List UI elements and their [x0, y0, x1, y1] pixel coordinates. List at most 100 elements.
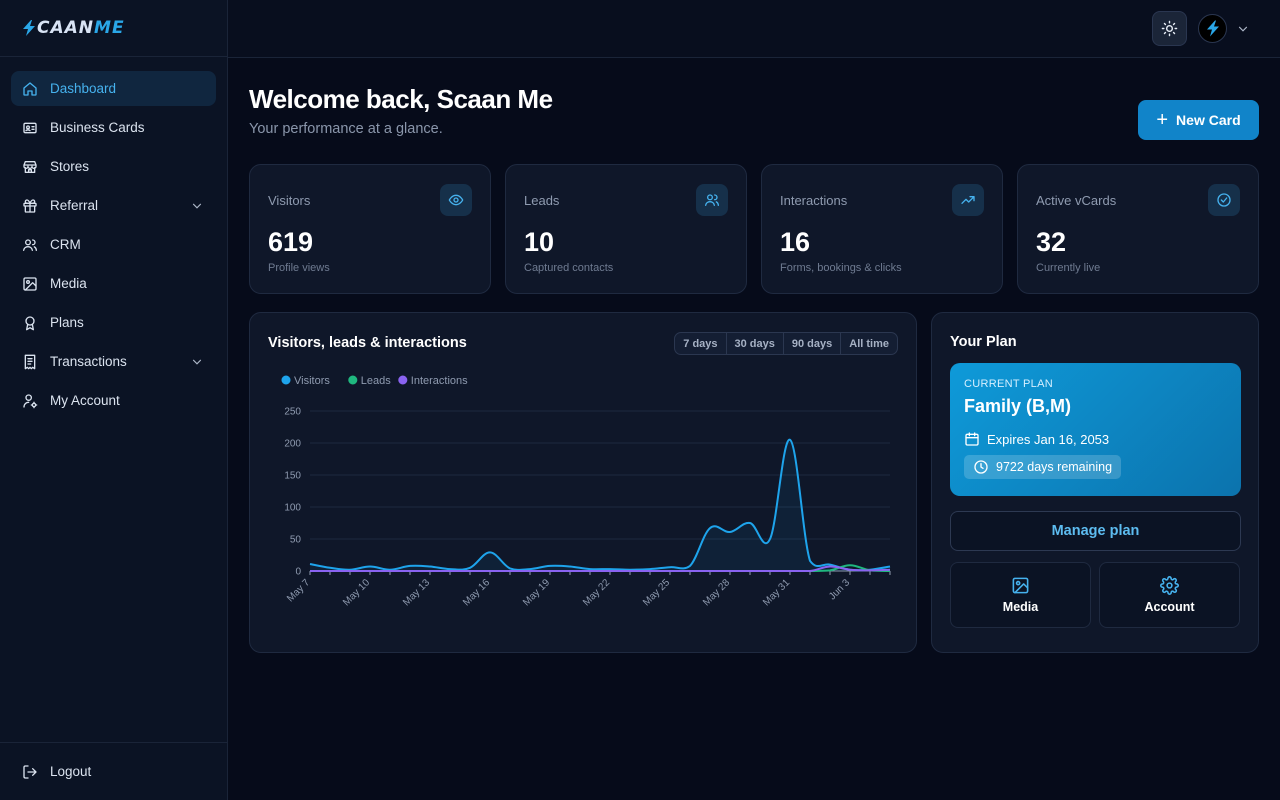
- x-tick-label: May 10: [341, 577, 372, 608]
- page-subtitle: Your performance at a glance.: [249, 121, 443, 137]
- user-cog-icon: [22, 393, 38, 409]
- sidebar-item-my-account[interactable]: My Account: [11, 383, 216, 418]
- line-chart: Visitors Leads Interactions 0 50 100 150 200 250…: [281, 375, 891, 608]
- users-icon: [696, 184, 728, 216]
- stat-value: 16: [780, 227, 811, 257]
- sidebar-item-dashboard[interactable]: Dashboard: [11, 71, 216, 106]
- sidebar-item-label: Transactions: [50, 354, 127, 369]
- days-remaining-text: 9722 days remaining: [996, 460, 1113, 474]
- logout-label: Logout: [50, 764, 92, 779]
- stat-card-leads: Leads 10 Captured contacts: [505, 164, 747, 294]
- plan-heading: Your Plan: [950, 334, 1017, 350]
- chevron-down-icon[interactable]: [190, 199, 204, 213]
- sidebar-item-plans[interactable]: Plans: [11, 305, 216, 340]
- store-icon: [22, 159, 38, 175]
- gift-icon: [22, 198, 38, 214]
- plus-icon: +: [1156, 109, 1169, 131]
- plan-card: Your Plan CURRENT PLAN Family (B,M) Expi…: [931, 312, 1259, 653]
- top-bar: [228, 0, 1280, 58]
- plan-name: Family (B,M): [964, 396, 1072, 416]
- y-tick-label: 50: [290, 535, 302, 546]
- stat-desc: Forms, bookings & clicks: [780, 262, 902, 274]
- users-icon: [22, 237, 38, 253]
- stat-desc: Captured contacts: [524, 262, 614, 274]
- y-tick-label: 150: [284, 471, 301, 482]
- award-icon: [22, 315, 38, 331]
- chart-title: Visitors, leads & interactions: [268, 335, 467, 351]
- sidebar-item-label: Dashboard: [50, 81, 117, 96]
- series-area-visitors: [310, 439, 890, 571]
- x-tick-label: May 19: [521, 577, 552, 608]
- sidebar-item-label: My Account: [50, 393, 120, 408]
- new-card-button[interactable]: + New Card: [1138, 100, 1259, 140]
- range-90-days[interactable]: 90 days: [784, 333, 842, 354]
- stat-label: Visitors: [268, 193, 311, 208]
- x-tick-label: May 16: [461, 577, 492, 608]
- current-plan-box: CURRENT PLAN Family (B,M) Expires Jan 16…: [950, 363, 1241, 496]
- legend-label: Interactions: [411, 375, 468, 387]
- sidebar-item-transactions[interactable]: Transactions: [11, 344, 216, 379]
- stat-value: 10: [524, 227, 555, 257]
- sidebar-item-label: Referral: [50, 198, 99, 213]
- new-card-label: New Card: [1176, 112, 1241, 128]
- quick-link-label: Account: [1144, 600, 1195, 614]
- manage-plan-button[interactable]: Manage plan: [950, 511, 1241, 551]
- sidebar-item-label: Media: [50, 276, 87, 291]
- sidebar-footer: Logout: [0, 742, 227, 800]
- range-30-days[interactable]: 30 days: [727, 333, 784, 354]
- x-tick-label: May 25: [641, 577, 672, 608]
- logout-button[interactable]: Logout: [11, 754, 216, 789]
- brand-logo-text: CAANME: [37, 18, 125, 38]
- x-tick-label: May 7: [285, 577, 312, 604]
- y-tick-label: 100: [284, 503, 301, 514]
- range-selector: 7 days 30 days 90 days All time: [674, 332, 898, 355]
- days-remaining-badge: 9722 days remaining: [964, 455, 1122, 479]
- quick-link-media[interactable]: Media: [950, 562, 1091, 628]
- plan-expires-text: Expires Jan 16, 2053: [987, 431, 1110, 447]
- brand-logo[interactable]: CAANME: [0, 0, 227, 57]
- sidebar: CAANME Dashboard Business Cards Stores R…: [0, 0, 228, 800]
- stat-value: 32: [1036, 227, 1067, 257]
- stat-label: Leads: [524, 193, 560, 208]
- series-line-interactions: [309, 565, 891, 572]
- series-line-visitors: [309, 438, 891, 572]
- stat-desc: Profile views: [268, 262, 330, 274]
- sidebar-item-label: Business Cards: [50, 120, 145, 135]
- calendar-icon: [965, 432, 979, 446]
- y-tick-label: 250: [284, 407, 301, 418]
- x-tick-label: May 28: [701, 577, 732, 608]
- theme-toggle-button[interactable]: [1152, 11, 1187, 46]
- legend-marker: [281, 375, 291, 385]
- x-tick-label: Jun 3: [827, 577, 852, 602]
- stat-desc: Currently live: [1036, 262, 1101, 274]
- avatar[interactable]: [1198, 14, 1227, 43]
- sidebar-item-media[interactable]: Media: [11, 266, 216, 301]
- stat-card-interactions: Interactions 16 Forms, bookings & clicks: [761, 164, 1003, 294]
- stat-value: 619: [268, 227, 314, 257]
- sidebar-item-crm[interactable]: CRM: [11, 227, 216, 262]
- eye-icon: [440, 184, 472, 216]
- gear-icon: [1160, 576, 1179, 595]
- stat-card-active-vcards: Active vCards 32 Currently live: [1017, 164, 1259, 294]
- sidebar-item-stores[interactable]: Stores: [11, 149, 216, 184]
- y-tick-label: 200: [284, 439, 301, 450]
- stat-label: Active vCards: [1036, 193, 1117, 208]
- image-icon: [1011, 576, 1030, 595]
- quick-link-label: Media: [1002, 600, 1039, 614]
- sidebar-item-business-cards[interactable]: Business Cards: [11, 110, 216, 145]
- home-icon: [22, 81, 38, 97]
- range-7-days[interactable]: 7 days: [675, 333, 727, 354]
- chevron-down-icon[interactable]: [190, 355, 204, 369]
- plan-expires: Expires Jan 16, 2053: [964, 431, 1109, 447]
- chevron-down-icon[interactable]: [1236, 22, 1250, 36]
- stat-label: Interactions: [780, 193, 848, 208]
- check-circle-icon: [1208, 184, 1240, 216]
- legend-marker: [348, 375, 358, 385]
- sidebar-item-label: CRM: [50, 237, 81, 252]
- quick-link-account[interactable]: Account: [1099, 562, 1240, 628]
- sidebar-item-referral[interactable]: Referral: [11, 188, 216, 223]
- x-tick-label: May 31: [761, 577, 792, 608]
- page-title: Welcome back, Scaan Me: [249, 84, 553, 114]
- range-all-time[interactable]: All time: [849, 337, 889, 350]
- image-icon: [22, 276, 38, 292]
